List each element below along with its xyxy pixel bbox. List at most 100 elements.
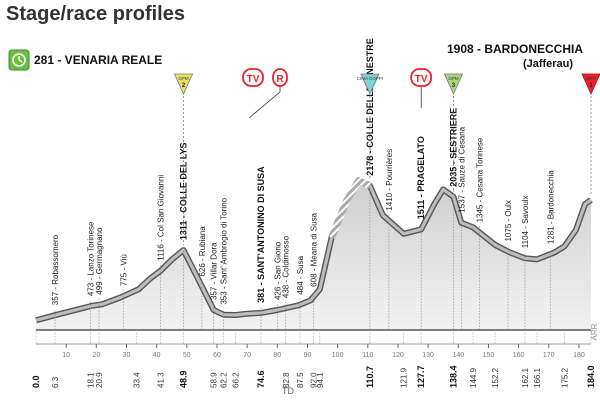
elevation-label: 357 - Robassomero (51, 234, 60, 305)
km-label: 41.3 (157, 372, 166, 388)
profile-road-inner (35, 178, 592, 322)
km-label: 20.9 (95, 372, 104, 388)
x-tick-label: 40 (153, 352, 161, 359)
x-axis-layer: 10 20 30 40 50 60 70 80 90 100 110 120 130 140 150 160 1… (31, 329, 596, 388)
climb-triangle (360, 73, 380, 95)
km-label: 175.2 (560, 367, 569, 388)
elevation-label: 1511 - PRAGELATO (416, 136, 426, 219)
elevation-label: 1116 - Col San Giovanni (157, 175, 166, 261)
elevation-label: 608 - Meana di Susa (310, 212, 319, 286)
elevation-label: 499 - Germagnano (95, 227, 104, 295)
leader-lines-layer (54, 179, 551, 330)
km-label: 66.2 (232, 372, 241, 388)
badge-frame (272, 68, 288, 87)
start-label: 281 - VENARIA REALE (34, 53, 162, 67)
elevation-label: 357 - Villar Dora (210, 242, 219, 300)
km-label: 18.1 (87, 372, 96, 388)
km-label: 74.6 (256, 370, 266, 388)
profile-layer (35, 177, 593, 330)
km-label: 184.0 (586, 365, 596, 388)
km-label: 48.9 (178, 370, 188, 388)
elevation-label: 1410 - Pourrières (385, 149, 394, 211)
elevation-label: 1281 - Bardonecchia (546, 170, 555, 244)
elevation-label: 426 - San Giorio (273, 241, 282, 300)
x-tick-label: 80 (273, 352, 281, 359)
x-tick-label: 180 (573, 352, 585, 359)
climb-label: GPM (586, 76, 597, 81)
badge-label: R (276, 74, 284, 85)
elevation-label: 2178 - COLLE DELLE FINESTRE (365, 38, 375, 176)
x-tick-label: 140 (452, 352, 464, 359)
badge-leader (248, 87, 281, 119)
x-tick-label: 160 (513, 352, 525, 359)
sprint-label: TD (282, 386, 294, 396)
elevation-label: 1104 - Savoulx (521, 195, 530, 248)
km-label: 138.4 (448, 365, 458, 388)
badge-label: TV (247, 74, 260, 85)
x-tick-label: 50 (183, 352, 191, 359)
km-label: 62.2 (220, 372, 229, 388)
x-tick-label: 130 (422, 352, 434, 359)
x-tick-label: 170 (543, 352, 555, 359)
page-title: Stage/race profiles (6, 3, 185, 25)
km-label: 82.8 (282, 372, 291, 388)
x-tick-label: 150 (483, 352, 495, 359)
climb-triangle (173, 73, 194, 95)
elevation-label: 438 - Coldimosso (282, 235, 291, 298)
elevation-labels-layer: 357 - Robassomero 473 - Lanzo Torinese 499… (51, 38, 555, 305)
badge-frame (242, 68, 264, 87)
gravel-section (328, 177, 372, 239)
x-tick-label: 30 (123, 352, 131, 359)
elevation-label: 1311 - COLLE DEL LYS (178, 143, 188, 241)
km-label: 162.1 (521, 367, 530, 388)
elevation-label: 1345 - Cesana Torinese (475, 137, 484, 222)
climb-category: 3 (452, 83, 456, 89)
elevation-label: 381 - SANT'ANTONINO DI SUSA (256, 166, 266, 303)
x-tick-label: 10 (62, 352, 70, 359)
elevation-label: 484 - Susa (296, 255, 305, 294)
badge-frame (410, 68, 433, 87)
km-label: 152.2 (491, 367, 500, 388)
km-label: 144.9 (469, 367, 478, 388)
elevation-label: 775 - Viù (119, 254, 128, 286)
climb-triangle (443, 73, 464, 95)
km-label: 127.7 (416, 365, 426, 388)
x-tick-label: 60 (213, 352, 221, 359)
elevation-label: 1075 - Oulx (504, 200, 513, 241)
climb-triangle (581, 73, 600, 95)
x-tick-label: 70 (243, 352, 251, 359)
start-marker (8, 49, 30, 71)
x-tick-label: 110 (362, 352, 373, 359)
profile-area (36, 180, 591, 330)
markers-layer: GPM 2 CIMA COPPI GPM 3 GPM 1 TV R TV (173, 68, 600, 245)
climb-category: 1 (589, 83, 593, 89)
finish-label: 1908 - BARDONECCHIA (447, 42, 583, 56)
finish-arrival-label: ARR (590, 323, 599, 340)
climb-label: CIMA COPPI (357, 76, 383, 81)
climb-label: GPM (448, 76, 459, 81)
x-tick-label: 90 (304, 352, 312, 359)
elevation-label: 1537 - Sauze di Cesana (457, 126, 466, 212)
km-label: 94.1 (316, 372, 325, 388)
elevation-label: 353 - Sant' Ambrogio di Torino (220, 197, 229, 304)
x-tick-label: 100 (332, 352, 344, 359)
km-label: 33.4 (133, 372, 142, 388)
km-label: 110.7 (365, 366, 375, 388)
x-tick-label: 120 (392, 352, 404, 359)
km-label: 58.9 (210, 372, 219, 388)
km-label: 87.5 (296, 372, 305, 388)
x-tick-label: 20 (92, 352, 100, 359)
elevation-label: 2035 - SESTRIERE (448, 108, 458, 187)
km-label: 0.0 (31, 375, 41, 388)
km-label: 121.9 (400, 367, 409, 388)
finish-sublabel: (Jafferau) (523, 58, 573, 70)
badge-label: TV (415, 74, 428, 85)
km-label: 6.3 (51, 376, 60, 388)
elevation-label: 473 - Lanzo Torinese (87, 221, 96, 296)
km-label: 92.0 (310, 372, 319, 388)
km-label: 166.1 (533, 367, 542, 388)
climb-category: 2 (182, 83, 186, 89)
elevation-label: 626 - Rubiana (198, 226, 207, 277)
climb-label: GPM (178, 76, 189, 81)
